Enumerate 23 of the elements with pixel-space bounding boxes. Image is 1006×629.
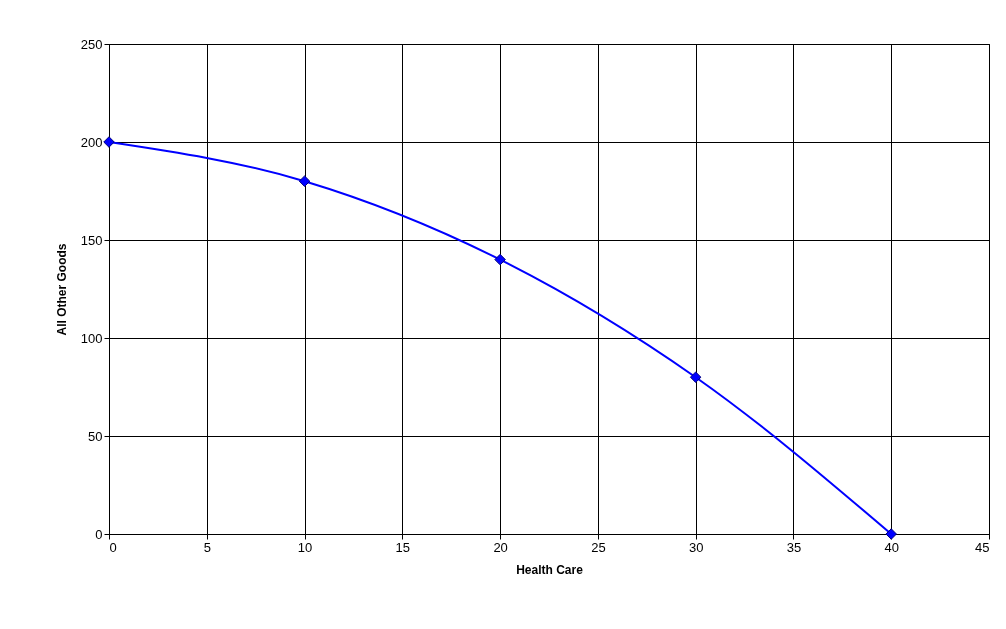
- x-tick-label: 0: [109, 539, 117, 555]
- x-tick-label: 20: [493, 539, 508, 555]
- point: [494, 253, 506, 266]
- x-tick-label: 30: [688, 539, 704, 555]
- y-tick-label: 200: [80, 134, 103, 150]
- y-tick-label: 100: [80, 330, 103, 346]
- x-tick-label: 25: [591, 539, 606, 555]
- y-tick-label: 50: [88, 428, 103, 444]
- x-axis-title: Health Care: [516, 562, 584, 577]
- x-tick-label: 40: [884, 539, 899, 555]
- x-tick-label: 45: [975, 539, 990, 555]
- y-axis-title: All Other Goods: [54, 243, 69, 336]
- point: [103, 136, 115, 148]
- x-tick-label: 5: [203, 539, 211, 555]
- point: [885, 528, 897, 540]
- y-tick-label: 150: [80, 232, 103, 248]
- x-tick-label: 10: [297, 539, 313, 555]
- y-tick-label: 0: [95, 526, 103, 542]
- y-tick-label: 250: [80, 36, 103, 52]
- point: [298, 175, 311, 187]
- point: [689, 371, 702, 383]
- x-tick-label: 15: [395, 539, 411, 555]
- x-tick-label: 35: [786, 539, 802, 555]
